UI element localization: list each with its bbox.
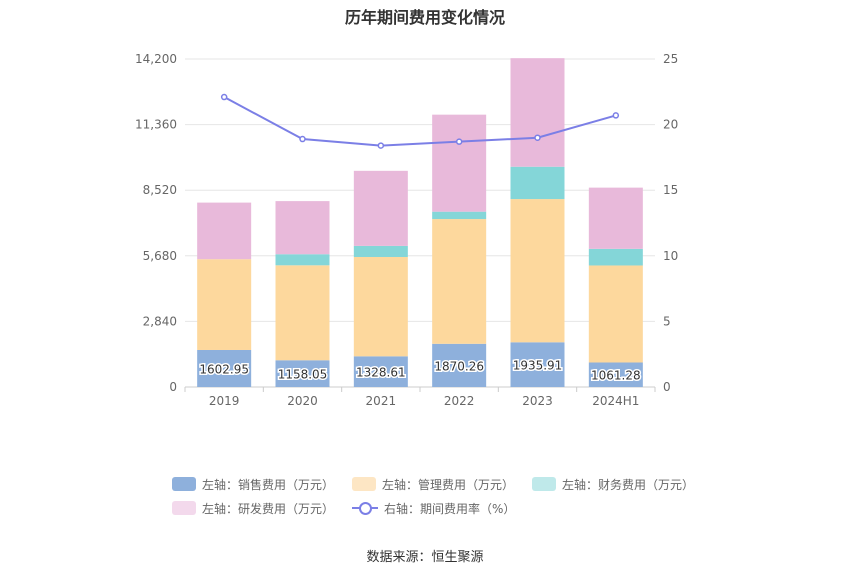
bar-segment <box>588 248 643 266</box>
left-tick-label: 8,520 <box>143 183 177 197</box>
legend-label-admin: 左轴：管理费用（万元） <box>382 477 515 492</box>
legend-item-rnd[interactable]: 左轴：研发费用（万元） <box>172 500 334 517</box>
rate-point <box>612 112 620 119</box>
bar-segment <box>197 259 252 350</box>
rate-point <box>455 138 463 145</box>
grid-lines <box>185 58 655 388</box>
bar-segment <box>432 343 487 387</box>
x-tick-label: 2020 <box>287 394 318 408</box>
legend-item-sales[interactable]: 左轴：销售费用（万元） <box>172 476 334 493</box>
bar-segment <box>588 265 643 363</box>
bar-segment <box>353 245 408 257</box>
bar-segment <box>510 166 565 200</box>
x-tick-label: 2022 <box>444 394 475 408</box>
bar-segment <box>197 202 252 260</box>
bar-segment <box>432 114 487 212</box>
legend: 左轴：销售费用（万元） 左轴：管理费用（万元） 左轴：财务费用（万元） 左轴：研… <box>172 472 694 520</box>
bar-segment <box>510 58 565 167</box>
bar-segment <box>197 349 252 387</box>
data-source: 数据来源：恒生聚源 <box>366 550 484 565</box>
chart-title: 历年期间费用变化情况 <box>344 8 505 27</box>
left-tick-label: 14,200 <box>135 52 177 66</box>
bar-segment <box>353 170 408 246</box>
right-tick-label: 0 <box>663 380 671 394</box>
rate-point <box>534 134 541 141</box>
bar-value-label: 1061.28 <box>591 369 641 383</box>
legend-swatch-rnd <box>172 501 196 515</box>
rate-point <box>377 142 385 149</box>
bar-labels: 1602.95 1158.05 1328.61 1870.26 1935.91 1061.… <box>198 357 642 384</box>
bar-segment <box>275 201 330 255</box>
right-tick-label: 20 <box>663 118 678 132</box>
legend-item-finance[interactable]: 左轴：财务费用（万元） <box>532 476 694 493</box>
right-axis: 0 5 10 15 20 25 <box>663 52 678 394</box>
bar-value-label: 1158.05 <box>278 368 328 382</box>
bar-segment <box>432 211 487 220</box>
right-tick-label: 25 <box>663 52 678 66</box>
x-tick-label: 2023 <box>522 394 553 408</box>
legend-item-admin[interactable]: 左轴：管理费用（万元） <box>352 476 514 493</box>
legend-label-sales: 左轴：销售费用（万元） <box>202 477 335 492</box>
legend-swatch-admin <box>352 477 377 491</box>
right-tick-label: 10 <box>663 249 678 263</box>
bar-segment <box>510 342 565 387</box>
bar-segment <box>275 265 330 361</box>
legend-line-icon <box>352 501 379 515</box>
legend-item-rate[interactable]: 右轴：期间费用率（%） <box>352 500 515 517</box>
bar-value-label: 1870.26 <box>434 359 484 373</box>
bar-segment <box>588 362 643 387</box>
legend-swatch-sales <box>172 477 196 491</box>
bar-segment <box>510 199 565 343</box>
bar-value-label: 1602.95 <box>199 362 249 376</box>
legend-label-finance: 左轴：财务费用（万元） <box>562 477 695 492</box>
rate-line <box>220 93 620 149</box>
legend-label-rate: 右轴：期间费用率（%） <box>384 501 516 516</box>
right-tick-label: 15 <box>663 183 678 197</box>
bar-segment <box>353 356 408 387</box>
x-tick-label: 2019 <box>209 394 240 408</box>
left-tick-label: 5,680 <box>143 249 177 263</box>
left-tick-label: 0 <box>169 380 177 394</box>
legend-swatch-finance <box>532 477 557 491</box>
left-tick-label: 2,840 <box>143 314 177 328</box>
bar-segment <box>275 254 330 266</box>
bar-segment <box>588 187 643 249</box>
x-axis: 2019 2020 2021 2022 2023 2024H1 <box>184 387 656 408</box>
left-axis: 0 2,840 5,680 8,520 11,360 14,200 <box>135 52 177 394</box>
rate-point <box>220 93 228 101</box>
x-tick-label: 2021 <box>366 394 397 408</box>
rate-point <box>299 135 306 143</box>
left-tick-label: 11,360 <box>135 118 177 132</box>
bars <box>197 58 643 387</box>
legend-label-rnd: 左轴：研发费用（万元） <box>202 501 335 516</box>
bar-segment <box>275 360 330 387</box>
rate-line-path <box>223 96 617 147</box>
x-tick-label: 2024H1 <box>592 394 639 408</box>
right-tick-label: 5 <box>663 314 671 328</box>
bar-segment <box>432 219 487 344</box>
bar-value-label: 1935.91 <box>513 359 563 373</box>
bar-segment <box>353 256 408 357</box>
bar-value-label: 1328.61 <box>356 366 406 380</box>
